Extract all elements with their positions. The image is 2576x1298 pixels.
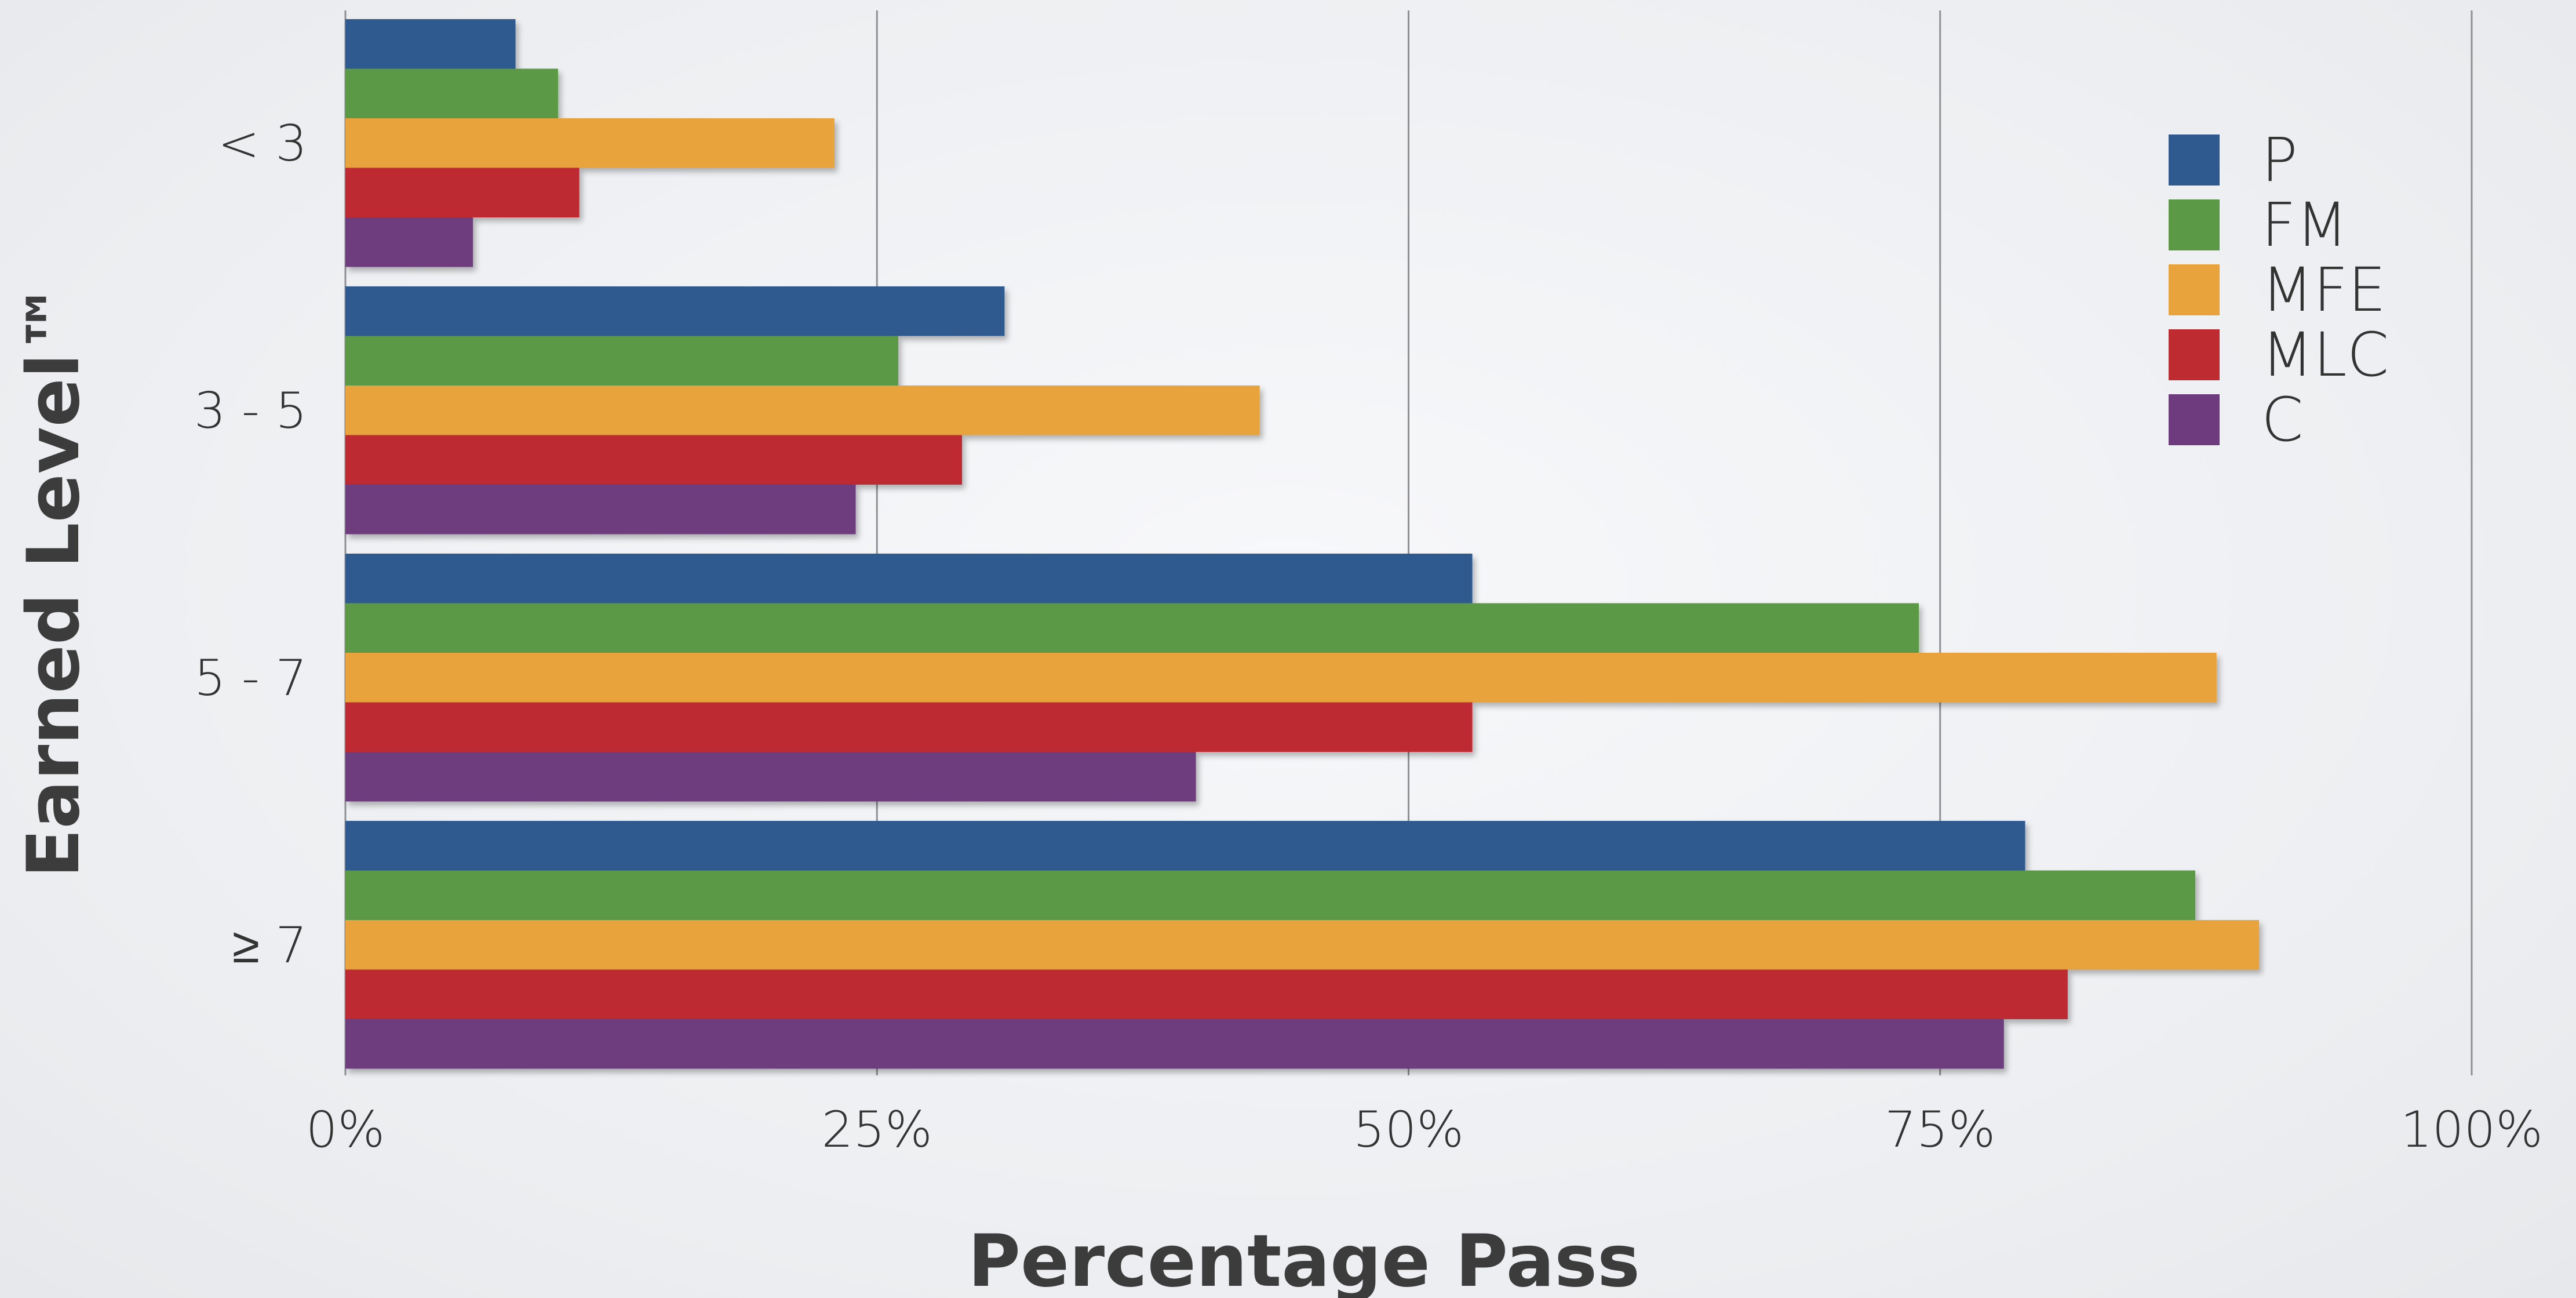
bar [345,19,516,69]
legend-label: MFE [2261,254,2386,325]
x-tick-label: 75% [1885,1101,1995,1159]
x-tick-label: 25% [822,1101,932,1159]
y-tick-label: 3 - 5 [194,382,307,440]
legend-label: P [2261,125,2298,195]
bar [345,554,1473,603]
legend-swatch [2169,199,2220,250]
bar [345,821,2025,871]
bar [345,286,1005,336]
bar [345,1019,2004,1069]
bar [345,752,1196,802]
bar [345,336,898,386]
bar [345,969,2068,1019]
bar [345,920,2260,970]
legend-label: C [2261,384,2304,455]
y-tick-label: 5 - 7 [194,649,307,707]
x-tick-label: 100% [2400,1101,2543,1159]
bar [345,217,473,267]
bar [345,702,1473,752]
bar [345,68,558,118]
bar [345,386,1260,435]
bar [345,485,856,535]
y-axis-ticks: < 3 3 - 5 5 - 7 ≥ 7 [194,115,307,975]
bars [345,19,2260,1069]
y-axis-title: Earned Level™ [12,282,96,878]
y-tick-label: ≥ 7 [232,917,307,975]
bar [345,435,963,485]
bar [345,870,2196,920]
legend-swatch [2169,264,2220,315]
x-tick-label: 50% [1353,1101,1464,1159]
legend-label: MLC [2261,319,2389,390]
bar [345,168,580,217]
x-axis-title: Percentage Pass [968,1220,1640,1298]
legend-swatch [2169,329,2220,380]
legend-swatch [2169,394,2220,445]
bar [345,653,2217,703]
x-tick-label: 0% [306,1101,385,1159]
x-axis-ticks: 0% 25% 50% 75% 100% [306,1101,2543,1159]
bar [345,118,835,168]
legend-swatch [2169,134,2220,186]
legend-label: FM [2261,190,2348,260]
bar [345,603,1919,653]
y-tick-label: < 3 [218,115,307,173]
